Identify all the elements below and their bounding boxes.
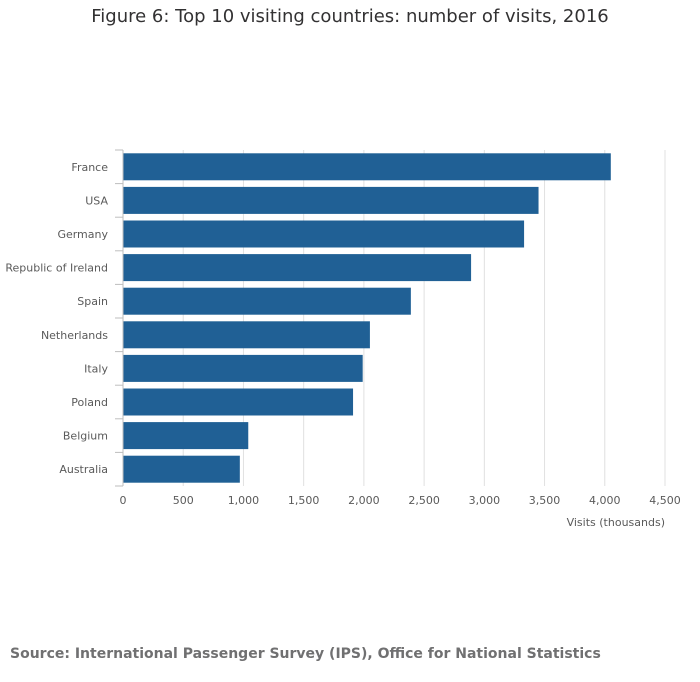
bar-italy — [123, 354, 363, 382]
x-tick-label: 2,000 — [348, 494, 380, 507]
category-label: Italy — [84, 362, 108, 375]
category-label: Spain — [77, 295, 108, 308]
x-axis-title: Visits (thousands) — [567, 516, 665, 529]
bar-france — [123, 153, 611, 181]
category-label: Germany — [57, 228, 108, 241]
bar-australia — [123, 455, 240, 483]
category-label: Poland — [71, 396, 108, 409]
axes — [115, 149, 124, 487]
bar-usa — [123, 186, 539, 214]
bars — [123, 153, 611, 483]
x-tick-label: 500 — [173, 494, 194, 507]
category-label: France — [71, 161, 108, 174]
x-tick-label: 1,500 — [288, 494, 320, 507]
category-label: Republic of Ireland — [5, 262, 108, 275]
x-tick-label: 1,000 — [228, 494, 260, 507]
x-tick-label: 3,500 — [529, 494, 561, 507]
bar-germany — [123, 220, 525, 248]
bar-poland — [123, 388, 354, 416]
x-tick-label: 4,500 — [649, 494, 681, 507]
grid-lines — [182, 150, 666, 486]
category-label: Belgium — [63, 430, 108, 443]
bar-spain — [123, 287, 411, 315]
category-label: Netherlands — [41, 329, 108, 342]
x-tick-label: 3,000 — [469, 494, 501, 507]
bar-belgium — [123, 422, 249, 450]
category-label: USA — [85, 194, 108, 207]
bar-chart: France USA Germany Republic of Ireland Spain… — [5, 149, 681, 529]
category-label: Australia — [59, 463, 108, 476]
chart-title: Figure 6: Top 10 visiting countries: num… — [91, 6, 609, 27]
x-tick-label: 4,000 — [589, 494, 621, 507]
x-tick-label: 0 — [120, 494, 127, 507]
bar-republic-of-ireland — [123, 254, 472, 282]
bar-netherlands — [123, 321, 370, 349]
category-labels: France USA Germany Republic of Ireland Spain… — [5, 161, 108, 476]
x-tick-labels: 0 500 1,000 1,500 2,000 2,500 3,000 3,500 4,000 4… — [120, 494, 681, 507]
source-note: Source: International Passenger Survey (… — [10, 646, 601, 662]
x-tick-label: 2,500 — [408, 494, 440, 507]
